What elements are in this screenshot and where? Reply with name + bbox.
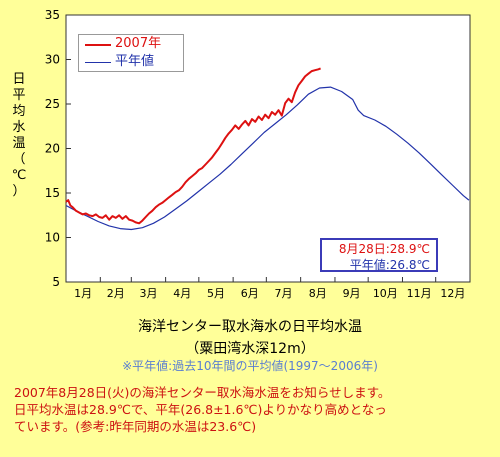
y-axis-label-char: ） [12, 184, 26, 199]
y-tick-label: 35 [45, 8, 60, 22]
y-axis-label-char: 均 [12, 104, 26, 119]
x-tick-label: 4月 [173, 287, 191, 300]
y-axis-label-char: ℃ [11, 168, 27, 183]
y-axis-label-char: 水 [12, 120, 26, 135]
legend-swatch-2007 [85, 44, 111, 46]
chart-title: 海洋センター取水海水の日平均水温 [138, 319, 362, 335]
summary-line-3: ています。(参考:昨年同期の水温は23.6℃) [14, 419, 257, 434]
x-axis-ticks: 1月 2月 3月 4月 5月 6月 7月 8月 9月 10月 11月 12月 [74, 277, 465, 300]
x-tick-label: 11月 [407, 287, 432, 300]
legend-swatch-normal [85, 62, 111, 63]
y-tick-label: 10 [45, 231, 60, 245]
y-axis-label-char: 平 [12, 88, 26, 103]
x-tick-label: 3月 [139, 287, 157, 300]
legend-label-normal: 平年値 [115, 54, 155, 69]
annotation-current: 8月28日:28.9℃ [338, 242, 430, 256]
series-line-2007 [65, 67, 321, 225]
legend: 2007年 平年値 [78, 34, 184, 72]
chart-note: ※平年値:過去10年間の平均値(1997～2006年) [122, 359, 378, 373]
x-tick-label: 6月 [241, 287, 259, 300]
summary-line-1: 2007年8月28日(火)の海洋センター取水海水温をお知らせします。 [14, 385, 391, 400]
y-tick-label: 15 [45, 186, 60, 200]
y-tick-label: 25 [45, 97, 60, 111]
y-tick-label: 5 [52, 275, 60, 289]
annotation-normal: 平年値:26.8℃ [349, 258, 430, 272]
x-tick-label: 8月 [309, 287, 327, 300]
summary-line-2: 日平均水温は28.9℃で、平年(26.8±1.6℃)よりかなり高めとなっ [14, 402, 387, 417]
legend-item-normal: 平年値 [79, 53, 183, 71]
legend-item-2007: 2007年 [79, 35, 183, 53]
latest-value-annotation: 8月28日:28.9℃ 平年値:26.8℃ [320, 238, 438, 272]
y-tick-label: 20 [45, 142, 60, 156]
y-axis-label-char: （ [12, 152, 26, 167]
x-tick-label: 1月 [74, 287, 92, 300]
y-axis-ticks: 5 10 15 20 25 30 35 [45, 8, 71, 289]
x-tick-label: 12月 [440, 287, 465, 300]
summary-text: 2007年8月28日(火)の海洋センター取水海水温をお知らせします。 日平均水温… [14, 384, 494, 435]
y-axis-label-char: 日 [12, 72, 26, 87]
x-tick-label: 9月 [343, 287, 361, 300]
series-lines [65, 67, 470, 231]
x-tick-label: 10月 [373, 287, 398, 300]
legend-label-2007: 2007年 [115, 36, 162, 51]
series-line-normal [65, 86, 470, 231]
y-tick-label: 30 [45, 53, 60, 67]
y-axis-label-char: 温 [12, 136, 26, 151]
x-tick-label: 7月 [274, 287, 292, 300]
chart-subtitle: （粟田湾水深12m） [185, 341, 315, 357]
x-tick-label: 5月 [207, 287, 225, 300]
y-axis-label: 日平均水温（℃） [10, 72, 28, 200]
x-tick-label: 2月 [107, 287, 125, 300]
